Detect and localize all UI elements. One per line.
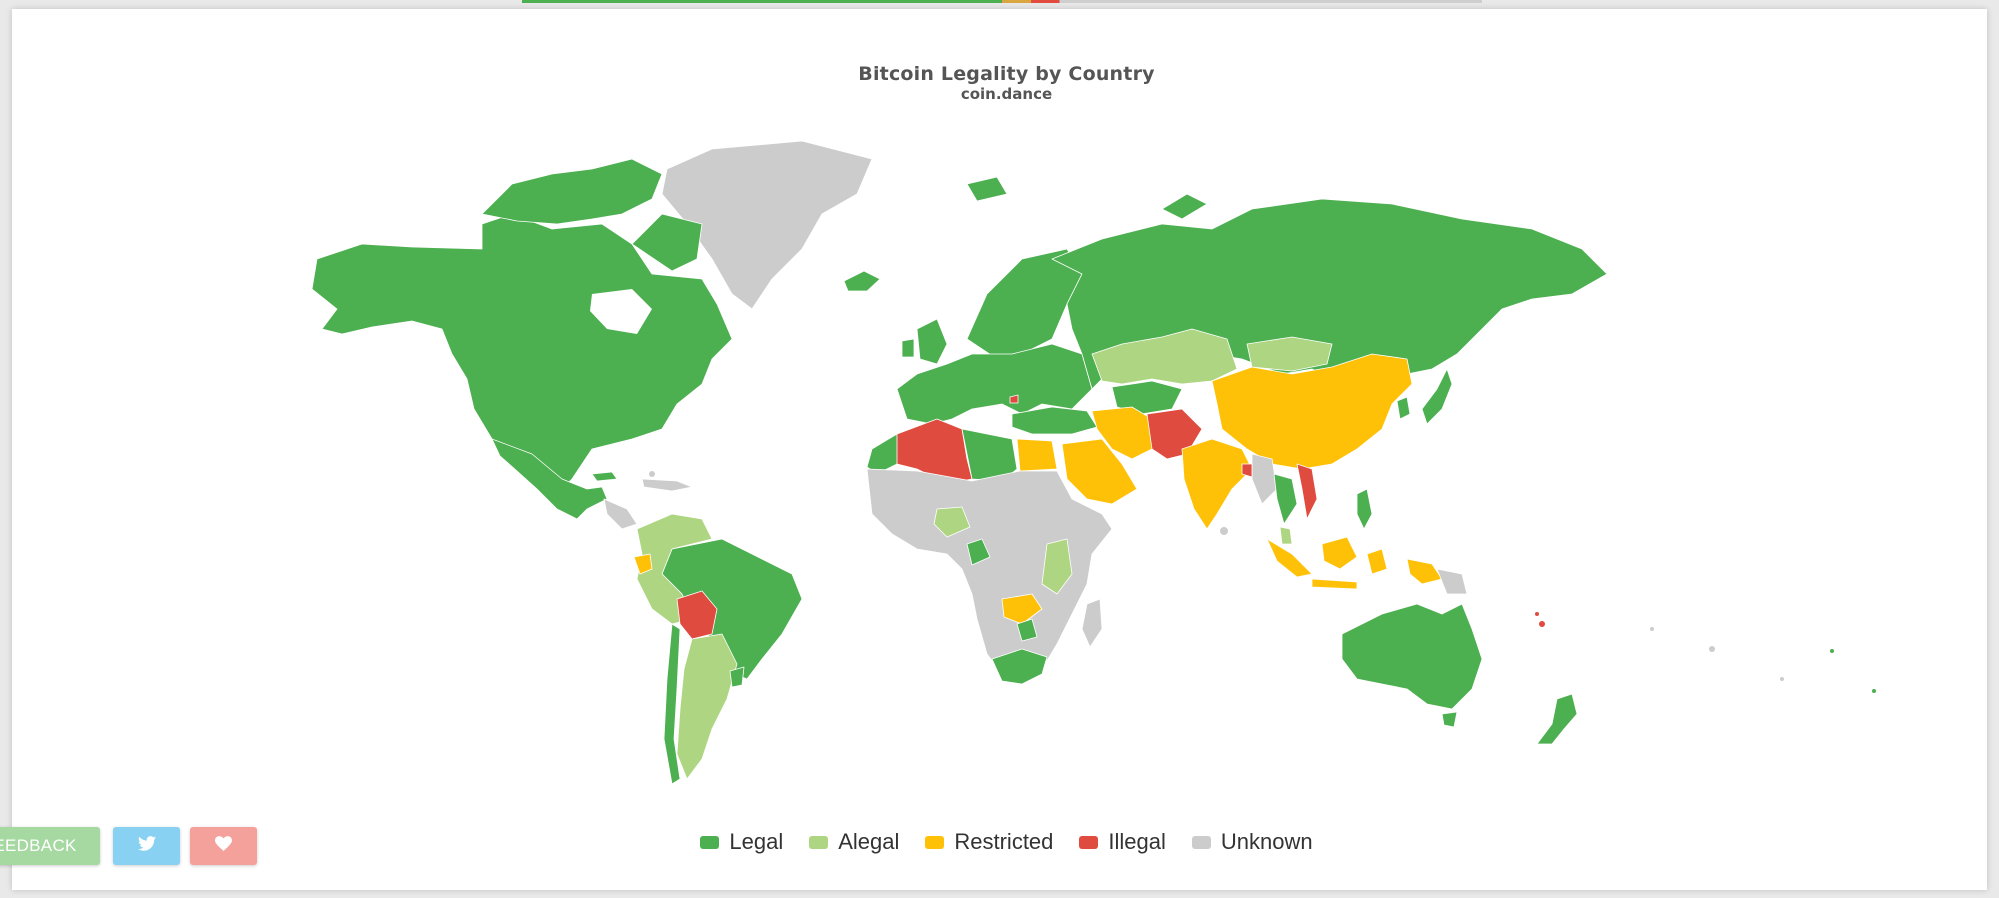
- region-china[interactable]: [1211, 353, 1413, 470]
- region-iceland[interactable]: [843, 270, 881, 292]
- region-korea[interactable]: [1396, 396, 1411, 420]
- legend-item-illegal[interactable]: Illegal: [1079, 829, 1166, 855]
- region-ecuador[interactable]: [633, 553, 653, 575]
- region-nigeria[interactable]: [933, 506, 971, 538]
- region-east-africa[interactable]: [1041, 538, 1073, 595]
- region-arctic-islands[interactable]: [481, 158, 663, 225]
- heart-button[interactable]: [190, 827, 257, 865]
- legend-label: Legal: [729, 829, 784, 854]
- region-chile[interactable]: [663, 623, 681, 785]
- region-cuba[interactable]: [649, 471, 655, 477]
- region-iran[interactable]: [1091, 406, 1153, 460]
- region-pacific-6[interactable]: [1872, 689, 1876, 693]
- region-thailand[interactable]: [1273, 473, 1298, 525]
- region-indonesia-sumatra[interactable]: [1266, 538, 1313, 578]
- legend-swatch-alegal: [809, 835, 829, 849]
- region-pacific-2[interactable]: [1535, 612, 1539, 616]
- region-pacific-5[interactable]: [1830, 649, 1834, 653]
- region-pacific-7[interactable]: [1780, 677, 1784, 681]
- region-india[interactable]: [1181, 438, 1253, 530]
- heart-icon: [215, 836, 232, 856]
- region-cameroon[interactable]: [966, 538, 991, 566]
- region-sub-saharan[interactable]: [866, 468, 1113, 680]
- region-bolivia[interactable]: [676, 590, 718, 640]
- region-philippines[interactable]: [1356, 488, 1373, 530]
- region-uruguay[interactable]: [729, 666, 745, 688]
- feedback-button[interactable]: EEDBACK: [0, 827, 100, 865]
- region-malaysia[interactable]: [1279, 526, 1293, 545]
- region-macedonia[interactable]: [1009, 394, 1019, 404]
- chart-subtitle: coin.dance: [960, 85, 1053, 103]
- region-uk[interactable]: [916, 318, 948, 365]
- legend-swatch-legal: [700, 835, 720, 849]
- region-andes-north[interactable]: [636, 513, 713, 625]
- region-vietnam[interactable]: [1296, 463, 1318, 520]
- region-central-america[interactable]: [603, 498, 638, 530]
- legend-swatch-unknown: [1191, 835, 1211, 849]
- top-progress-bar: [522, 0, 1482, 3]
- region-north-america[interactable]: [311, 213, 733, 495]
- world-map: [311, 140, 1876, 785]
- region-indonesia-borneo[interactable]: [1321, 536, 1358, 570]
- region-new-guinea[interactable]: [1406, 558, 1443, 585]
- region-egypt[interactable]: [1016, 438, 1058, 472]
- region-baffin[interactable]: [631, 213, 703, 272]
- region-sri-lanka[interactable]: [1220, 527, 1228, 535]
- legend-swatch-restricted: [925, 835, 945, 849]
- legend-label: Illegal: [1108, 829, 1166, 854]
- region-caribbean[interactable]: [641, 478, 693, 492]
- region-tasmania[interactable]: [1441, 711, 1458, 728]
- region-svalbard[interactable]: [966, 176, 1008, 202]
- region-south-africa[interactable]: [991, 648, 1048, 685]
- twitter-button[interactable]: [113, 827, 180, 865]
- region-mongolia[interactable]: [1246, 336, 1333, 372]
- legend-swatch-illegal: [1079, 835, 1099, 849]
- chart-panel: Bitcoin Legality by Country coin.dance: [12, 9, 1987, 890]
- region-pacific-3[interactable]: [1709, 646, 1715, 652]
- twitter-icon: [137, 836, 156, 856]
- region-pacific-1[interactable]: [1539, 621, 1545, 627]
- region-zambia[interactable]: [1001, 593, 1043, 625]
- chart-title: Bitcoin Legality by Country: [858, 63, 1155, 85]
- legend-item-alegal[interactable]: Alegal: [809, 829, 899, 855]
- region-madagascar[interactable]: [1081, 598, 1103, 648]
- legend-label: Restricted: [954, 829, 1054, 854]
- legend-item-unknown[interactable]: Unknown: [1191, 829, 1313, 855]
- region-australia[interactable]: [1341, 603, 1483, 710]
- region-russia-islands[interactable]: [1161, 193, 1208, 220]
- legend-item-restricted[interactable]: Restricted: [925, 829, 1053, 855]
- region-argentina[interactable]: [676, 633, 738, 780]
- region-png[interactable]: [1436, 568, 1468, 595]
- region-pacific-4[interactable]: [1650, 627, 1654, 631]
- region-ireland[interactable]: [901, 338, 915, 358]
- region-new-zealand[interactable]: [1536, 693, 1578, 745]
- feedback-label: EEDBACK: [0, 836, 77, 855]
- region-central-asia[interactable]: [1111, 380, 1183, 415]
- legend-label: Alegal: [838, 829, 900, 854]
- region-botswana[interactable]: [1016, 618, 1038, 642]
- legend-label: Unknown: [1220, 829, 1313, 854]
- region-turkey[interactable]: [1011, 406, 1098, 435]
- legend: Legal Alegal Restricted Illegal Unknown: [12, 829, 1999, 855]
- region-libya[interactable]: [961, 428, 1018, 482]
- region-kazakhstan[interactable]: [1091, 328, 1238, 385]
- legend-item-legal[interactable]: Legal: [700, 829, 783, 855]
- region-japan[interactable]: [1421, 368, 1453, 425]
- region-saudi[interactable]: [1061, 438, 1138, 505]
- region-caribbean-2[interactable]: [591, 471, 618, 482]
- region-indonesia-java[interactable]: [1311, 578, 1358, 590]
- region-indonesia-sulawesi[interactable]: [1366, 548, 1388, 575]
- region-mexico[interactable]: [491, 438, 608, 520]
- region-bangladesh[interactable]: [1241, 463, 1253, 478]
